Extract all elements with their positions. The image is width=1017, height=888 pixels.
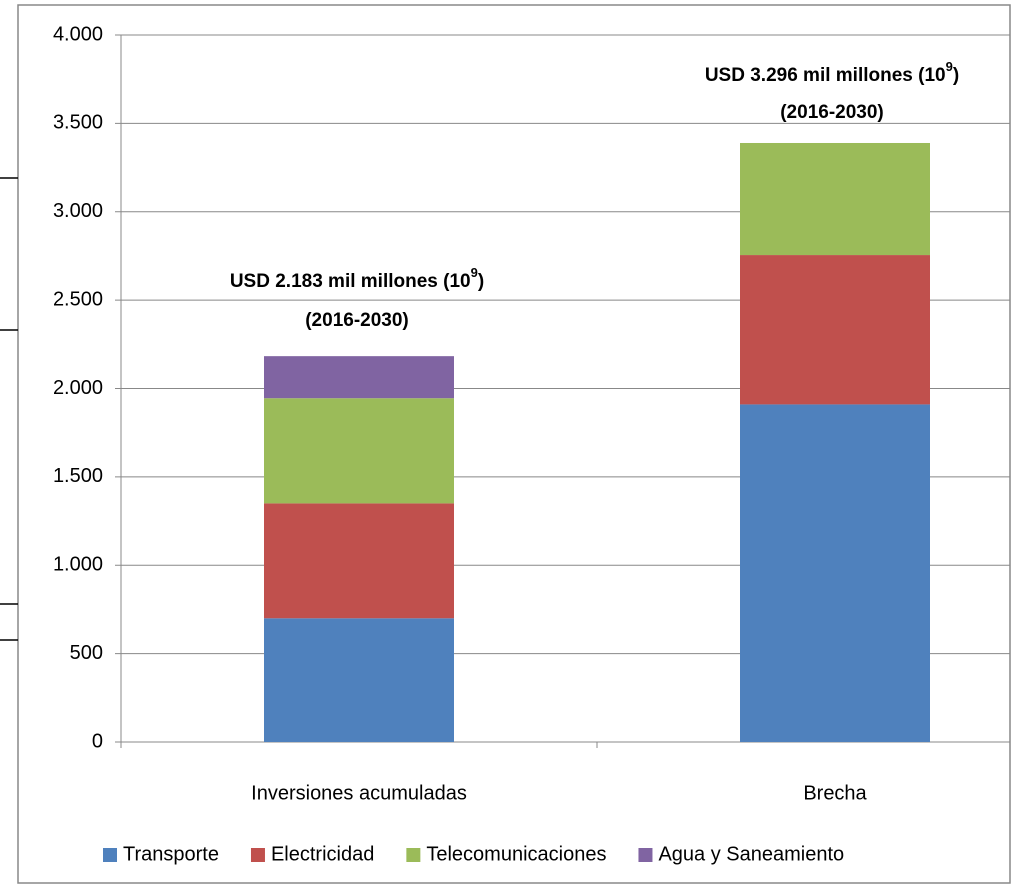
bar-segment <box>740 404 930 742</box>
legend-label: Electricidad <box>271 843 374 865</box>
bar-segment <box>740 255 930 405</box>
y-tick-label: 1.500 <box>53 465 103 487</box>
x-tick-label: Brecha <box>803 782 867 804</box>
x-tick-label: Inversiones acumuladas <box>251 782 467 804</box>
left-artifacts <box>0 177 18 641</box>
y-tick-label: 0 <box>92 730 103 752</box>
legend-label: Telecomunicaciones <box>426 843 606 865</box>
legend-swatch <box>250 848 265 862</box>
annotation-text: USD 3.296 mil millones (10 <box>705 65 946 86</box>
bar-segment <box>264 356 454 399</box>
bar-segment <box>264 618 454 742</box>
bar-segment <box>740 142 930 256</box>
legend-swatch <box>103 848 117 862</box>
annotation-line2: (2016-2030) <box>305 310 409 331</box>
legend-label: Transporte <box>123 843 219 865</box>
y-tick-label: 2.000 <box>53 377 103 399</box>
legend-swatch <box>638 848 653 862</box>
y-tick-label: 3.000 <box>53 200 103 222</box>
annotation-superscript: 9 <box>946 59 953 74</box>
annotation-suffix: ) <box>953 65 959 86</box>
bar-segment <box>264 503 454 619</box>
y-tick-label: 1.000 <box>53 554 103 576</box>
y-tick-label: 4.000 <box>53 23 103 45</box>
bar-segment <box>264 398 454 504</box>
y-tick-label: 2.500 <box>53 288 103 310</box>
annotation: USD 2.183 mil millones (109) <box>230 265 484 292</box>
y-tick-label: 500 <box>70 642 103 664</box>
legend-swatch <box>406 848 421 862</box>
annotation: USD 3.296 mil millones (109) <box>705 59 959 86</box>
annotation-line2: (2016-2030) <box>780 102 884 123</box>
legend-label: Agua y Saneamiento <box>658 843 844 865</box>
annotation-superscript: 9 <box>471 265 478 280</box>
annotation-suffix: ) <box>478 271 484 292</box>
annotation-text: USD 2.183 mil millones (10 <box>230 271 471 292</box>
y-tick-label: 3.500 <box>53 112 103 134</box>
